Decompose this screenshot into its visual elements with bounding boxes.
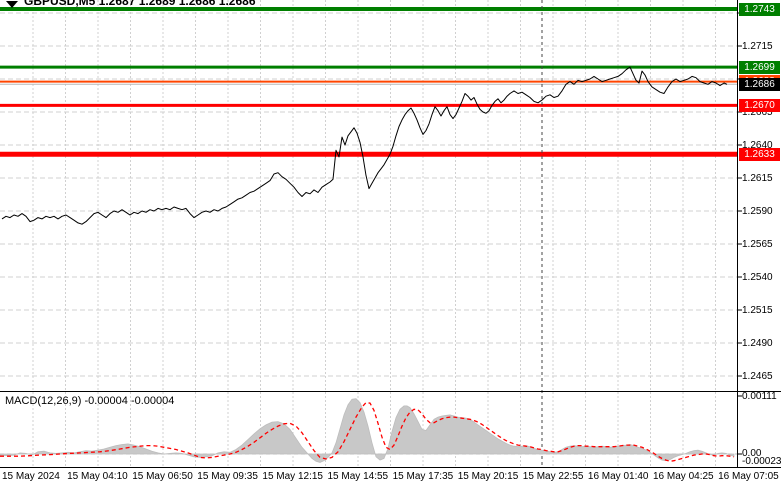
price-badge-1.2699: 1.2699 (739, 60, 780, 74)
time-label: 15 May 12:15 (262, 471, 323, 482)
chart-menu-triangle-icon[interactable] (6, 1, 18, 8)
price-tick-label: 1.2540 (742, 272, 773, 283)
time-label: 15 May 22:55 (522, 471, 584, 482)
price-tick-label: 1.2640 (742, 140, 773, 151)
macd-axis-label: -0.00023 (742, 456, 781, 467)
time-label: 15 May 2024 (2, 471, 60, 482)
chart-title: GBPUSD,M5 1.2687 1.2689 1.2686 1.2686 (24, 0, 256, 8)
time-label: 15 May 06:50 (132, 471, 193, 482)
macd-histogram (0, 398, 735, 463)
price-badge-1.2743: 1.2743 (739, 2, 780, 16)
price-tick-label: 1.2490 (742, 338, 773, 349)
price-line (1, 66, 728, 225)
price-tick-label: 1.2515 (742, 305, 773, 316)
macd-indicator-label: MACD(12,26,9) -0.00004 -0.00004 (5, 395, 175, 407)
price-tick-label: 1.2615 (742, 173, 773, 184)
time-label: 16 May 04:25 (653, 471, 714, 482)
macd-axis-label: 0.00111 (742, 391, 777, 402)
time-label: 15 May 14:55 (327, 471, 389, 482)
time-label: 15 May 17:35 (392, 471, 454, 482)
price-tick-label: 1.2565 (742, 239, 773, 250)
time-label: 16 May 07:05 (718, 471, 779, 482)
time-label: 16 May 01:40 (587, 471, 649, 482)
time-label: 15 May 20:15 (457, 471, 519, 482)
price-tick-label: 1.2590 (742, 206, 773, 217)
time-label: 15 May 04:10 (67, 471, 128, 482)
price-badge-1.2633: 1.2633 (739, 147, 780, 161)
macd-axis-label: 0.00 (742, 448, 762, 459)
price-tick-label: 1.2465 (742, 371, 773, 382)
price-badge-1.2670: 1.2670 (739, 98, 780, 112)
time-label: 15 May 09:35 (197, 471, 258, 482)
price-badge-1.2686: 1.2686 (739, 77, 780, 91)
price-tick-label: 1.2665 (742, 107, 773, 118)
price-tick-label: 1.2715 (742, 41, 773, 52)
